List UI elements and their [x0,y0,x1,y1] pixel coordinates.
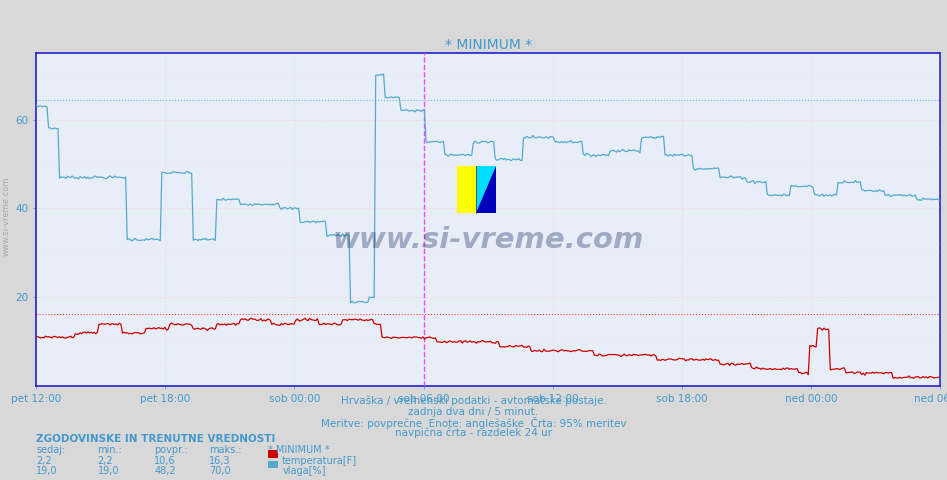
Polygon shape [476,166,496,213]
Text: Hrvaška / vremenski podatki - avtomatske postaje.: Hrvaška / vremenski podatki - avtomatske… [341,396,606,407]
Text: maks.:: maks.: [209,445,241,455]
Text: 19,0: 19,0 [98,466,119,476]
Text: * MINIMUM *: * MINIMUM * [268,445,330,455]
Text: temperatura[F]: temperatura[F] [282,456,357,466]
Text: zadnja dva dni / 5 minut.: zadnja dva dni / 5 minut. [408,407,539,417]
Text: sedaj:: sedaj: [36,445,65,455]
Text: 2,2: 2,2 [98,456,113,466]
Bar [476,166,496,213]
Text: www.si-vreme.com: www.si-vreme.com [1,176,10,256]
Text: 19,0: 19,0 [36,466,58,476]
Bar [456,166,476,213]
Text: Meritve: povprečne  Enote: anglešaške  Črta: 95% meritev: Meritve: povprečne Enote: anglešaške Črt… [321,417,626,429]
Text: navpična črta - razdelek 24 ur: navpična črta - razdelek 24 ur [395,428,552,438]
Text: povpr.:: povpr.: [154,445,188,455]
Text: min.:: min.: [98,445,122,455]
Text: 48,2: 48,2 [154,466,176,476]
Text: 70,0: 70,0 [209,466,231,476]
Text: www.si-vreme.com: www.si-vreme.com [332,226,644,253]
Text: vlaga[%]: vlaga[%] [282,466,326,476]
Text: 2,2: 2,2 [36,456,51,466]
Text: 16,3: 16,3 [209,456,231,466]
Text: 10,6: 10,6 [154,456,176,466]
Title: * MINIMUM *: * MINIMUM * [444,37,532,52]
Text: ZGODOVINSKE IN TRENUTNE VREDNOSTI: ZGODOVINSKE IN TRENUTNE VREDNOSTI [36,434,276,444]
